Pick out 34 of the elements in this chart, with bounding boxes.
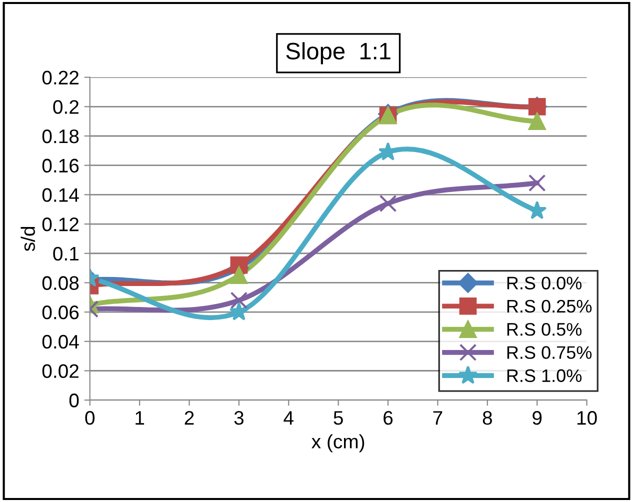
legend-label: R.S 0.75% bbox=[507, 346, 592, 359]
y-tick-label: 0 bbox=[69, 394, 79, 408]
point bbox=[528, 174, 546, 192]
x-tick-label: 9 bbox=[532, 411, 542, 425]
legend-label: R.S 0.5% bbox=[507, 322, 582, 336]
point bbox=[528, 112, 546, 130]
y-tick-label: 0.12 bbox=[42, 217, 78, 232]
x-tick-label: 6 bbox=[384, 411, 393, 425]
x-tick-label: 8 bbox=[482, 411, 492, 425]
x-tick-label: 3 bbox=[234, 411, 244, 425]
point bbox=[379, 194, 397, 212]
y-axis-title: s/d bbox=[20, 226, 36, 252]
x-tick-label: 7 bbox=[433, 411, 442, 425]
chart-title: Slope 1:1 bbox=[286, 42, 390, 64]
y-tick-label: 0.22 bbox=[42, 70, 78, 85]
legend-label: R.S 1.0% bbox=[507, 369, 582, 382]
legend-label: R.S 0.0% bbox=[507, 276, 582, 290]
x-tick-label: 10 bbox=[577, 411, 597, 425]
y-tick-label: 0.02 bbox=[42, 364, 78, 378]
y-tick-label: 0.1 bbox=[53, 246, 79, 261]
y-tick-label: 0.18 bbox=[42, 129, 79, 144]
x-tick-label: 5 bbox=[334, 411, 343, 425]
y-tick-label: 0.08 bbox=[42, 276, 79, 290]
x-tick-label: 1 bbox=[136, 411, 144, 425]
y-tick-label: 0.2 bbox=[53, 100, 78, 114]
legend-label: R.S 0.25% bbox=[507, 300, 592, 313]
x-tick-label: 0 bbox=[85, 411, 95, 425]
y-tick-label: 0.06 bbox=[42, 306, 79, 320]
x-axis-title: x (cm) bbox=[312, 434, 364, 452]
x-tick-label: 4 bbox=[284, 411, 294, 425]
x-tick-label: 2 bbox=[184, 411, 194, 425]
y-tick-label: 0.14 bbox=[42, 188, 79, 202]
y-tick-label: 0.04 bbox=[42, 334, 79, 349]
y-tick-label: 0.16 bbox=[42, 158, 79, 173]
